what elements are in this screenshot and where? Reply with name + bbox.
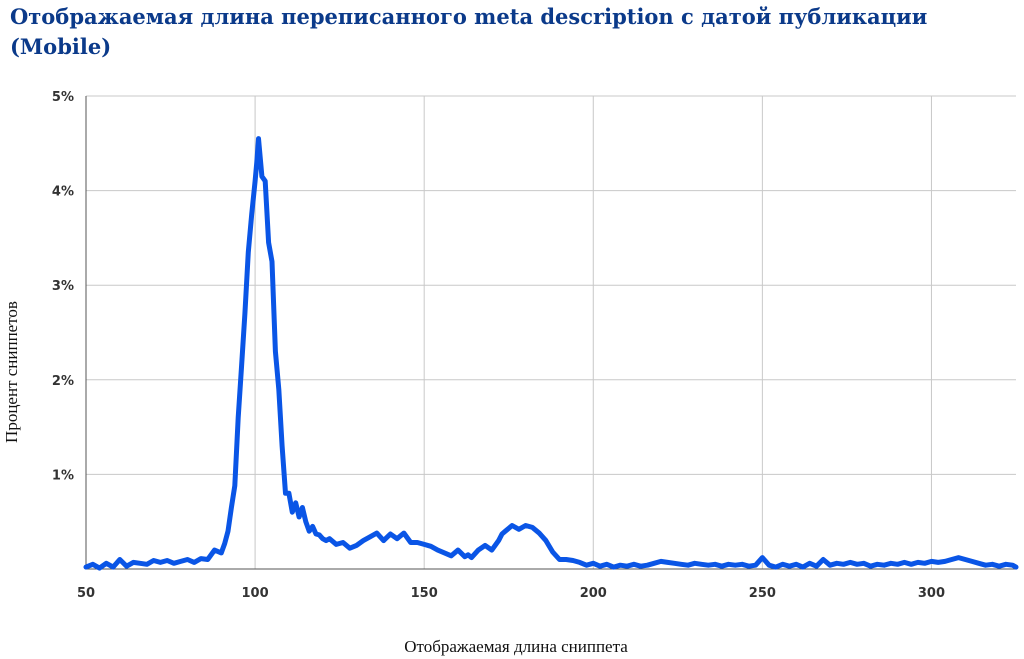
x-tick-label: 250 — [749, 586, 776, 601]
x-tick-label: 150 — [411, 586, 438, 601]
y-tick-labels: 1% 2% 3% 4% 5% — [52, 90, 74, 483]
x-tick-label: 50 — [77, 586, 95, 601]
axes — [85, 96, 1016, 570]
y-tick-label: 3% — [52, 279, 74, 294]
grid-lines — [86, 95, 1016, 569]
chart-title: Отображаемая длина переписанного meta de… — [10, 4, 928, 59]
y-tick-label: 4% — [52, 185, 74, 200]
x-tick-labels: 50 100 150 200 250 300 — [77, 586, 945, 601]
y-axis-label: Процент сниппетов — [2, 301, 21, 443]
y-tick-label: 1% — [52, 468, 74, 483]
series-layer — [83, 136, 1019, 571]
x-tick-label: 300 — [918, 586, 945, 601]
y-tick-label: 5% — [52, 90, 74, 105]
x-tick-label: 100 — [242, 586, 269, 601]
x-axis-label: Отображаемая длина сниппета — [404, 637, 628, 656]
series-line — [83, 136, 1019, 571]
y-tick-label: 2% — [52, 374, 74, 389]
x-tick-label: 200 — [580, 586, 607, 601]
